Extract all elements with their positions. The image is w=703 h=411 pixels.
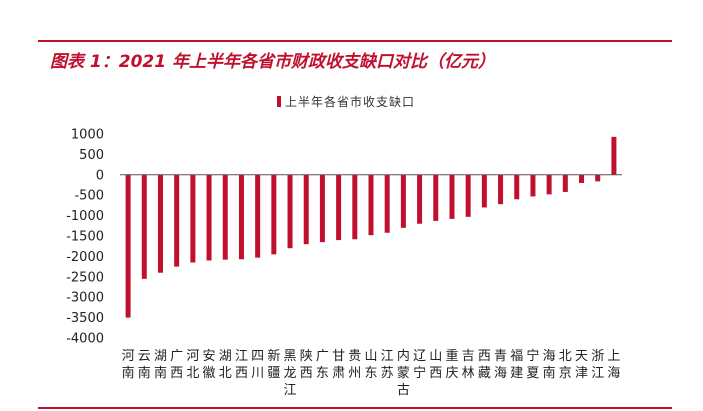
chart-title: 图表 1：2021 年上半年各省市财政收支缺口对比（亿元） — [50, 52, 495, 72]
x-tick-label: 陕西 — [300, 349, 313, 381]
bar — [611, 136, 617, 175]
bar — [514, 174, 520, 200]
bar — [319, 174, 325, 243]
bar — [125, 174, 131, 318]
bar — [368, 174, 374, 236]
x-tick-label: 上海 — [607, 349, 620, 381]
y-tick-label: 1000 — [71, 128, 104, 143]
x-tick-label: 福建 — [510, 349, 523, 381]
bar — [562, 174, 568, 192]
bar — [238, 174, 244, 260]
bar — [433, 174, 439, 221]
legend-label: 上半年各省市收支缺口 — [285, 94, 415, 109]
x-tick-label: 贵州 — [348, 349, 361, 381]
x-tick-label: 云南 — [138, 349, 151, 381]
bar — [303, 174, 309, 245]
x-tick-label: 西藏 — [478, 349, 491, 381]
x-tick-label: 四川 — [251, 349, 264, 381]
y-tick-label: -3500 — [66, 311, 104, 326]
bar — [271, 174, 277, 255]
bar — [190, 174, 196, 263]
bar — [174, 174, 180, 267]
x-tick-label: 广西 — [170, 349, 183, 381]
y-tick-label: -1000 — [66, 209, 104, 224]
x-tick-label: 北京 — [559, 349, 572, 381]
bar — [206, 174, 212, 261]
bar — [141, 174, 147, 279]
y-tick-label: -4000 — [66, 332, 104, 347]
y-tick-label: -500 — [74, 189, 104, 204]
y-axis: 1000 500 0 -500 -1000 -1500 -2000 -2500 -3000 -35… — [66, 128, 104, 347]
x-tick-label: 宁夏 — [526, 348, 539, 381]
x-tick-label: 内蒙古 — [397, 348, 410, 398]
legend: 上半年各省市收支缺口 — [277, 94, 415, 109]
x-tick-label: 天津 — [575, 349, 588, 381]
x-tick-label: 浙江 — [591, 349, 604, 381]
bar — [417, 174, 423, 224]
y-tick-label: -2000 — [66, 250, 104, 265]
bar — [384, 174, 390, 233]
bar — [222, 174, 228, 260]
x-tick-label: 江西 — [235, 349, 248, 381]
bar — [287, 174, 293, 249]
x-tick-label: 辽宁 — [413, 349, 426, 381]
y-tick-label: -2500 — [66, 270, 104, 285]
bars — [125, 136, 617, 318]
x-axis-labels: 河南云南湖南广西河北安徽湖北江西四川新疆黑龙江陕西广东甘肃贵州山东江苏内蒙古辽宁… — [122, 348, 621, 398]
bar — [579, 174, 585, 183]
x-tick-label: 重庆 — [445, 348, 458, 381]
x-tick-label: 湖北 — [219, 349, 232, 381]
x-tick-label: 江苏 — [381, 349, 394, 381]
bar — [465, 174, 471, 217]
x-tick-label: 甘肃 — [332, 349, 345, 381]
x-tick-label: 新疆 — [267, 348, 280, 381]
bar — [449, 174, 455, 219]
x-tick-label: 海南 — [543, 349, 556, 381]
x-tick-label: 山东 — [364, 349, 377, 381]
bar — [255, 174, 261, 258]
bar — [157, 174, 163, 273]
y-tick-label: -1500 — [66, 230, 104, 245]
x-tick-label: 黑龙江 — [284, 349, 297, 398]
bottom-rule — [38, 407, 672, 409]
y-tick-label: 0 — [96, 168, 104, 183]
y-tick-label: 500 — [79, 148, 104, 163]
bar — [481, 174, 487, 208]
x-tick-label: 河南 — [122, 349, 135, 381]
title-top-rule — [38, 40, 672, 42]
x-tick-label: 广东 — [316, 349, 329, 381]
legend-swatch — [277, 96, 281, 107]
x-tick-label: 安徽 — [203, 349, 216, 381]
bar — [595, 174, 601, 182]
x-tick-label: 青海 — [494, 349, 507, 381]
x-tick-label: 吉林 — [462, 349, 475, 381]
x-tick-label: 湖南 — [154, 349, 167, 381]
bar — [400, 174, 406, 228]
bar — [546, 174, 552, 195]
x-tick-label: 河北 — [186, 349, 199, 381]
bar — [498, 174, 504, 205]
y-tick-label: -3000 — [66, 291, 104, 306]
bar — [530, 174, 536, 197]
x-tick-label: 山西 — [429, 349, 442, 381]
bar — [336, 174, 342, 241]
bar — [352, 174, 358, 240]
